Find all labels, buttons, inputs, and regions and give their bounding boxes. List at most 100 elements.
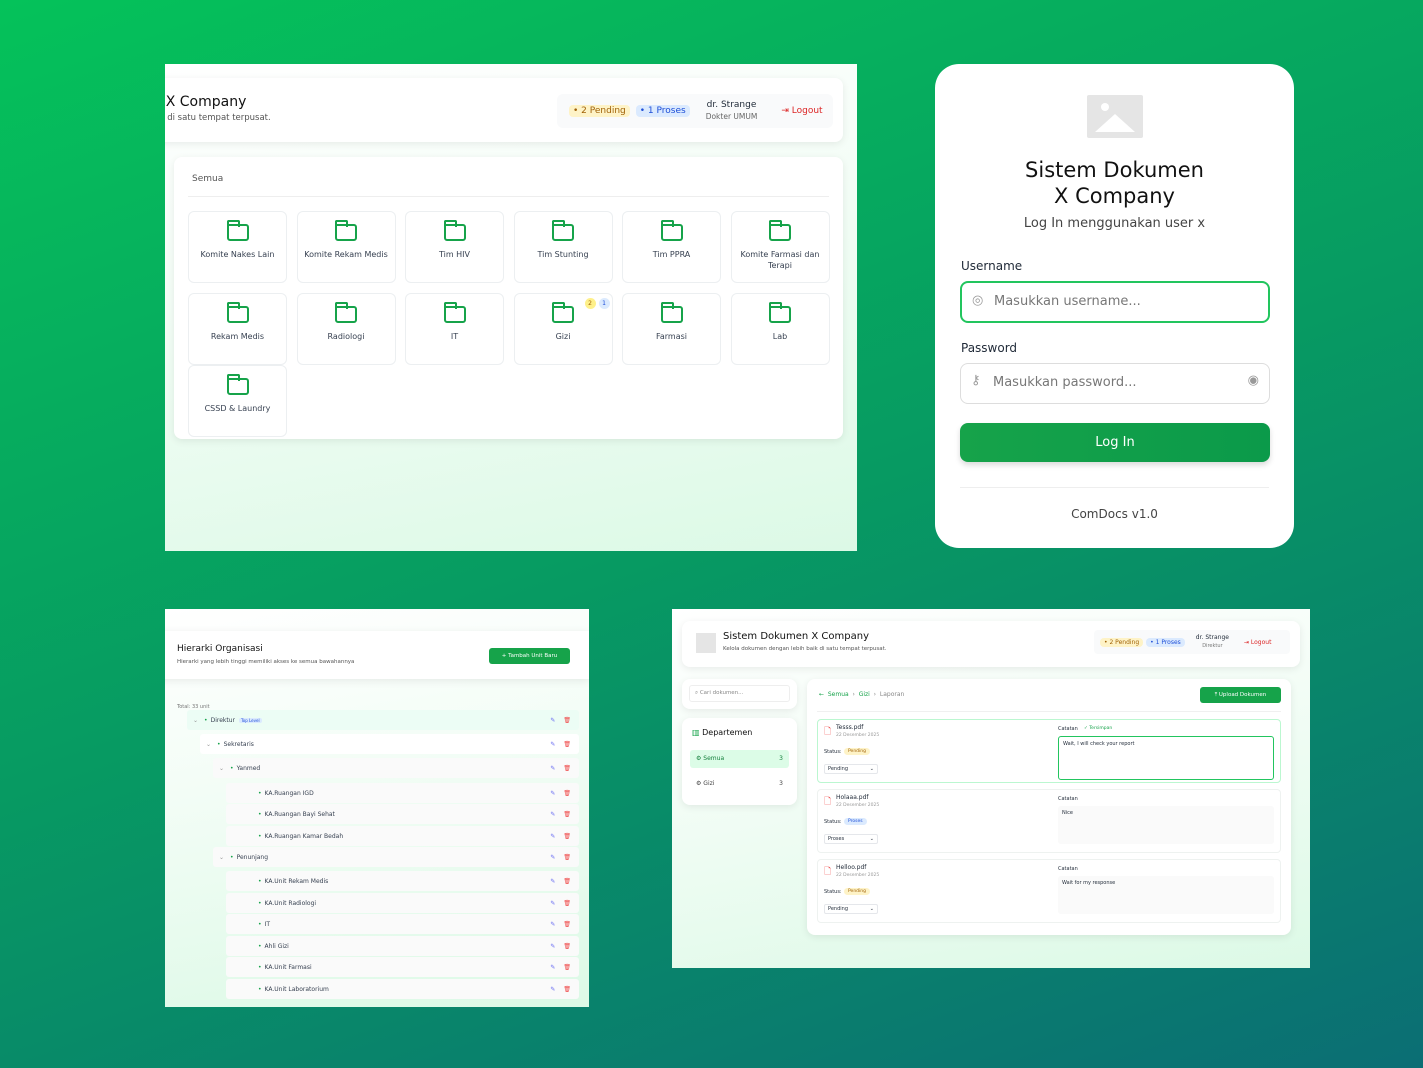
status-select[interactable]: Proses ⌄ bbox=[824, 834, 878, 844]
tree-row[interactable]: • KA.Ruangan Kamar Bedah ✎ 🗑 bbox=[226, 826, 579, 846]
edit-icon[interactable]: ✎ bbox=[550, 942, 556, 950]
folder-tile[interactable]: Komite Farmasi dan Terapi bbox=[730, 211, 830, 283]
tree-row[interactable]: • KA.Unit Farmasi ✎ 🗑 bbox=[226, 957, 579, 977]
edit-icon[interactable]: ✎ bbox=[550, 899, 556, 907]
folder-tile[interactable]: Tim HIV bbox=[405, 211, 504, 283]
crumb-semua[interactable]: Semua bbox=[827, 691, 849, 698]
hierarchy-subtitle: Hierarki yang lebih tinggi memiliki akse… bbox=[177, 659, 355, 665]
login-button[interactable]: Log In bbox=[960, 423, 1270, 462]
status-badge: Pending bbox=[844, 888, 870, 895]
search-input[interactable]: ⌕ Cari dokumen... bbox=[689, 685, 790, 702]
add-unit-button[interactable]: + Tambah Unit Baru bbox=[489, 648, 570, 664]
edit-icon[interactable]: ✎ bbox=[550, 764, 556, 772]
file-name[interactable]: Helloo.pdf bbox=[836, 864, 867, 871]
pending-badge[interactable]: • 2 Pending bbox=[569, 105, 630, 117]
folder-tile[interactable]: IT bbox=[405, 293, 504, 365]
pdf-icon: 🗋 bbox=[824, 727, 832, 737]
file-name[interactable]: Tesss.pdf bbox=[836, 724, 864, 731]
chevron-down-icon[interactable]: ⌄ bbox=[206, 740, 212, 748]
unit-name: Penunjang bbox=[236, 853, 269, 861]
chevron-down-icon[interactable]: ⌄ bbox=[193, 716, 199, 724]
tree-row[interactable]: • IT ✎ 🗑 bbox=[226, 914, 579, 934]
bullet-icon: • bbox=[230, 764, 234, 772]
back-arrow-icon[interactable]: ← bbox=[819, 691, 825, 698]
folder-tile[interactable]: Komite Rekam Medis bbox=[296, 211, 396, 283]
edit-icon[interactable]: ✎ bbox=[550, 832, 556, 840]
username-field[interactable]: ◎ Masukkan username... bbox=[960, 281, 1270, 323]
delete-icon[interactable]: 🗑 bbox=[563, 920, 571, 928]
logout-button[interactable]: ⇥ Logout bbox=[781, 106, 822, 116]
delete-icon[interactable]: 🗑 bbox=[563, 764, 571, 772]
user-name: dr. Strange bbox=[1195, 634, 1229, 641]
username-input[interactable]: Masukkan username... bbox=[994, 294, 1141, 309]
delete-icon[interactable]: 🗑 bbox=[563, 899, 571, 907]
tree-row[interactable]: • KA.Unit Radiologi ✎ 🗑 bbox=[226, 893, 579, 913]
proses-badge[interactable]: • 1 Proses bbox=[1146, 637, 1185, 647]
crumb-gizi[interactable]: Gizi bbox=[858, 691, 870, 698]
tree-row[interactable]: ⌄ • Direktur Top Level ✎ 🗑 bbox=[187, 710, 579, 730]
folder-label: Rekam Medis bbox=[210, 332, 265, 341]
unit-name: KA.Ruangan Kamar Bedah bbox=[264, 832, 344, 840]
tree-row[interactable]: • KA.Ruangan Bayi Sehat ✎ 🗑 bbox=[226, 804, 579, 824]
edit-icon[interactable]: ✎ bbox=[550, 810, 556, 818]
delete-icon[interactable]: 🗑 bbox=[563, 716, 571, 724]
delete-icon[interactable]: 🗑 bbox=[563, 853, 571, 861]
note-textarea[interactable]: Wait for my response bbox=[1058, 876, 1274, 914]
edit-icon[interactable]: ✎ bbox=[550, 789, 556, 797]
status-select[interactable]: Pending ⌄ bbox=[824, 764, 878, 774]
note-textarea[interactable]: Nice bbox=[1058, 806, 1274, 844]
delete-icon[interactable]: 🗑 bbox=[563, 985, 571, 993]
folder-tile[interactable]: Tim Stunting bbox=[513, 211, 613, 283]
folder-tile[interactable]: CSSD & Laundry bbox=[188, 365, 287, 437]
edit-icon[interactable]: ✎ bbox=[550, 877, 556, 885]
note-textarea[interactable]: Wait, I will check your report bbox=[1058, 736, 1274, 780]
delete-icon[interactable]: 🗑 bbox=[563, 942, 571, 950]
tree-row[interactable]: • KA.Unit Rekam Medis ✎ 🗑 bbox=[226, 871, 579, 891]
folder-tile[interactable]: Gizi 2 1 bbox=[513, 293, 613, 365]
tree-row[interactable]: • KA.Ruangan IGD ✎ 🗑 bbox=[226, 783, 579, 803]
status-label: Status: bbox=[824, 889, 842, 895]
logout-button[interactable]: ⇥ Logout bbox=[1243, 638, 1272, 646]
tree-row[interactable]: • Ahli Gizi ✎ 🗑 bbox=[226, 936, 579, 956]
upload-button[interactable]: ⤒ Upload Dokumen bbox=[1200, 687, 1281, 703]
folder-tile[interactable]: Radiologi bbox=[296, 293, 396, 365]
top-level-badge: Top Level bbox=[239, 717, 262, 723]
edit-icon[interactable]: ✎ bbox=[550, 716, 556, 724]
folder-tile[interactable]: Komite Nakes Lain bbox=[188, 211, 287, 283]
tree-row[interactable]: ⌄ • Sekretaris ✎ 🗑 bbox=[200, 734, 579, 754]
pdf-icon: 🗋 bbox=[824, 867, 832, 877]
dept-semua[interactable]: ⚙ Semua 3 bbox=[690, 750, 789, 768]
pending-badge[interactable]: • 2 Pending bbox=[1100, 637, 1144, 647]
folder-tile[interactable]: Tim PPRA bbox=[622, 211, 721, 283]
dept-gizi[interactable]: ⚙ Gizi 3 bbox=[696, 780, 783, 787]
delete-icon[interactable]: 🗑 bbox=[563, 963, 571, 971]
folder-tile[interactable]: Farmasi bbox=[622, 293, 721, 365]
delete-icon[interactable]: 🗑 bbox=[563, 832, 571, 840]
tree-row[interactable]: • KA.Unit Laboratorium ✎ 🗑 bbox=[226, 979, 579, 999]
status-select[interactable]: Pending ⌄ bbox=[824, 904, 878, 914]
eye-icon[interactable]: ◉ bbox=[1247, 373, 1259, 388]
password-input[interactable]: Masukkan password... bbox=[993, 375, 1137, 390]
app-header: Sistem Dokumen X Company Kelola dokumen … bbox=[165, 78, 843, 142]
proses-badge[interactable]: • 1 Proses bbox=[635, 105, 690, 117]
delete-icon[interactable]: 🗑 bbox=[563, 810, 571, 818]
delete-icon[interactable]: 🗑 bbox=[563, 740, 571, 748]
chevron-down-icon[interactable]: ⌄ bbox=[219, 853, 225, 861]
tree-row[interactable]: ⌄ • Penunjang ✎ 🗑 bbox=[213, 847, 579, 867]
delete-icon[interactable]: 🗑 bbox=[563, 789, 571, 797]
edit-icon[interactable]: ✎ bbox=[550, 963, 556, 971]
folder-tile[interactable]: Rekam Medis bbox=[188, 293, 287, 365]
delete-icon[interactable]: 🗑 bbox=[563, 877, 571, 885]
tree-row[interactable]: ⌄ • Yanmed ✎ 🗑 bbox=[213, 758, 579, 778]
password-field[interactable]: ⚷ Masukkan password... ◉ bbox=[960, 363, 1270, 404]
folder-icon bbox=[226, 374, 249, 395]
file-name[interactable]: Holaaa.pdf bbox=[836, 794, 869, 801]
edit-icon[interactable]: ✎ bbox=[550, 920, 556, 928]
edit-icon[interactable]: ✎ bbox=[550, 740, 556, 748]
folder-tile[interactable]: Lab bbox=[730, 293, 830, 365]
chevron-down-icon[interactable]: ⌄ bbox=[219, 764, 225, 772]
edit-icon[interactable]: ✎ bbox=[550, 853, 556, 861]
folder-icon bbox=[660, 220, 683, 241]
edit-icon[interactable]: ✎ bbox=[550, 985, 556, 993]
folders-screen: Sistem Dokumen X Company Kelola dokumen … bbox=[165, 64, 857, 551]
